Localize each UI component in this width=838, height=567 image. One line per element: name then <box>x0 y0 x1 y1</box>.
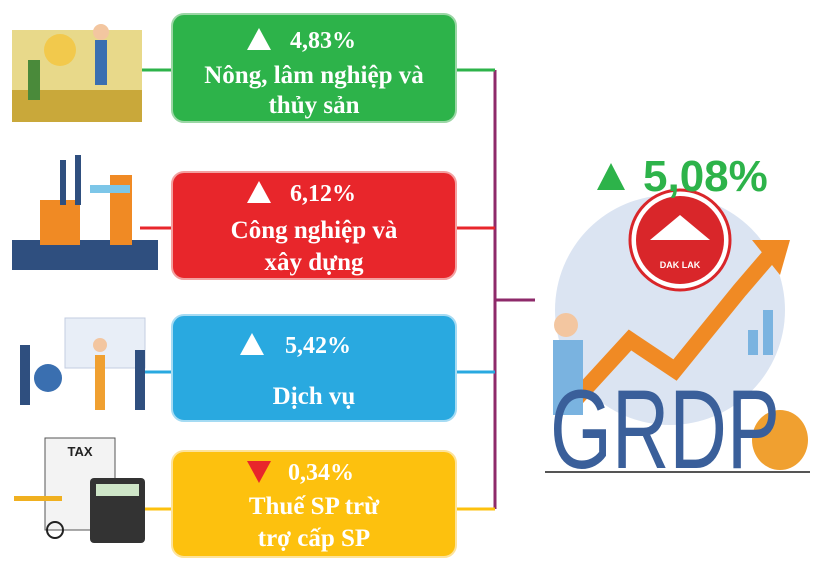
farm-illustration <box>12 24 142 122</box>
grdp-illustration: DAK LAK GRDP <box>545 188 810 492</box>
up-arrow <box>247 181 271 203</box>
sector-box <box>171 171 457 280</box>
grdp-title: GRDP <box>550 367 780 492</box>
sector-box <box>171 450 457 558</box>
industry-illustration <box>12 155 158 270</box>
services-illustration <box>20 317 146 410</box>
sector-change: 4,83% <box>290 28 356 54</box>
sector-change: 0,34% <box>288 460 354 486</box>
logo-text: DAK LAK <box>660 260 701 270</box>
sector-label: thủy sản <box>268 92 359 119</box>
sector-change: 6,12% <box>290 181 356 207</box>
sector-label: Thuế SP trừ <box>249 493 380 520</box>
sector-label: Công nghiệp và <box>231 217 398 244</box>
sector-label: xây dựng <box>264 249 364 276</box>
down-arrow <box>247 461 271 483</box>
up-arrow <box>247 28 271 50</box>
tax-illustration: TAX <box>14 437 145 543</box>
sector-label: Dịch vụ <box>273 383 356 410</box>
sector-box <box>171 13 457 123</box>
connectors <box>140 68 535 511</box>
total-change: 5,08% <box>643 152 768 201</box>
tax-label: TAX <box>67 444 92 459</box>
sector-label: Nông, lâm nghiệp và <box>204 62 424 89</box>
sector-change: 5,42% <box>285 333 351 359</box>
up-arrow <box>597 163 625 190</box>
up-arrow <box>240 333 264 355</box>
sector-box <box>171 314 457 422</box>
sector-label: trợ cấp SP <box>258 525 370 552</box>
